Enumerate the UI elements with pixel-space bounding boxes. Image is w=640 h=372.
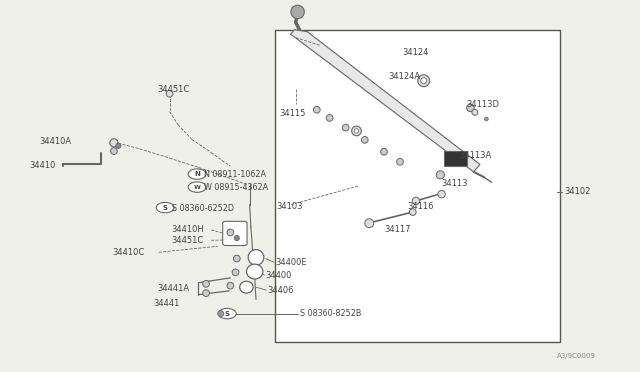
Ellipse shape [397,158,403,165]
Ellipse shape [116,143,121,148]
Ellipse shape [234,235,239,241]
Ellipse shape [472,109,478,115]
Ellipse shape [351,126,362,136]
Text: 34115: 34115 [280,109,306,118]
Text: A3/9C0009: A3/9C0009 [557,353,596,359]
Ellipse shape [484,117,488,121]
Ellipse shape [467,104,474,112]
Ellipse shape [381,148,387,155]
Text: 34116: 34116 [408,202,434,211]
Bar [275,30,560,342]
Ellipse shape [240,281,253,293]
Ellipse shape [355,129,358,133]
Ellipse shape [436,171,444,179]
Ellipse shape [412,197,420,205]
Ellipse shape [438,190,445,198]
Ellipse shape [166,90,173,97]
Text: 34451C: 34451C [172,236,204,245]
Ellipse shape [362,137,368,143]
Ellipse shape [326,115,333,121]
Text: 34117: 34117 [384,225,410,234]
Bar [444,151,467,166]
Ellipse shape [232,269,239,276]
Text: 34124A: 34124A [388,72,420,81]
Ellipse shape [203,280,209,287]
Ellipse shape [342,124,349,131]
Text: 34400: 34400 [266,271,292,280]
Text: 34410H: 34410H [172,225,204,234]
Ellipse shape [227,229,234,236]
Text: 34406: 34406 [268,286,294,295]
Text: N: N [194,171,200,177]
Ellipse shape [418,75,429,87]
Ellipse shape [110,139,118,147]
Text: 34451C: 34451C [157,85,189,94]
Circle shape [188,169,206,179]
Text: 34113: 34113 [442,179,468,187]
Text: 34410A: 34410A [40,137,72,146]
Text: 34124: 34124 [402,48,428,57]
Text: S: S [225,311,230,317]
Ellipse shape [314,106,320,113]
Text: 34103: 34103 [276,202,303,211]
Text: 34400E: 34400E [275,258,307,267]
Circle shape [218,308,236,319]
Ellipse shape [420,78,427,84]
Circle shape [156,202,174,213]
Ellipse shape [227,282,234,289]
Text: 34113A: 34113A [460,151,492,160]
Ellipse shape [410,209,416,215]
Ellipse shape [111,148,117,154]
Ellipse shape [291,5,304,19]
Ellipse shape [248,250,264,265]
Text: 34441A: 34441A [157,284,189,293]
Polygon shape [291,30,480,172]
Text: 34113D: 34113D [466,100,499,109]
Ellipse shape [365,219,374,228]
FancyBboxPatch shape [223,221,247,246]
Circle shape [188,182,206,192]
Text: 34102: 34102 [564,187,591,196]
Text: 34441: 34441 [154,299,180,308]
Text: S: S [163,205,168,211]
Text: W 08915-4362A: W 08915-4362A [204,183,268,192]
Ellipse shape [218,311,224,317]
Text: 34410: 34410 [29,161,55,170]
Text: S 08360-6252D: S 08360-6252D [172,204,234,213]
Text: 34410C: 34410C [112,248,144,257]
Text: N 08911-1062A: N 08911-1062A [204,170,266,179]
Text: S 08360-8252B: S 08360-8252B [300,309,361,318]
Text: W: W [194,185,200,190]
Ellipse shape [234,255,240,262]
Ellipse shape [203,290,209,296]
Ellipse shape [246,264,263,279]
